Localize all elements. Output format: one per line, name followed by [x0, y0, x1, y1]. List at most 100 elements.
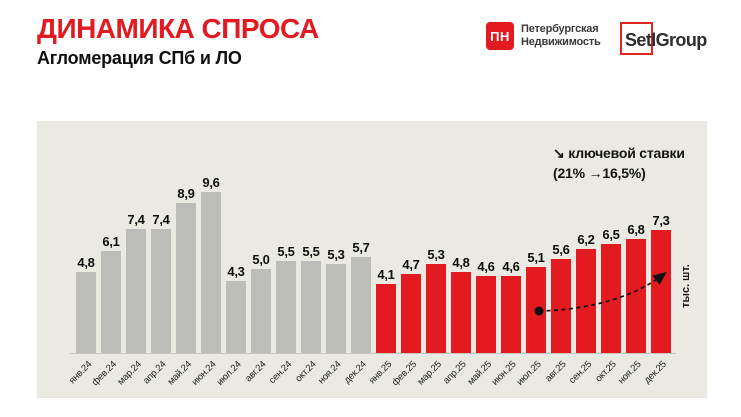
x-tick-label: дек.24: [341, 359, 369, 386]
bar-value-label: 4,1: [377, 267, 395, 282]
bar: [626, 239, 646, 353]
x-tick-label: авг.25: [543, 359, 569, 385]
x-tick-label: фев.25: [389, 359, 419, 389]
bar: [76, 272, 96, 353]
pn-logo-line2: Недвижимость: [521, 36, 601, 48]
x-tick-label: сен.25: [566, 359, 594, 387]
bar-group: 4,6 май.25: [465, 259, 496, 387]
bar: [151, 229, 171, 353]
bar-group: 7,3 дек.25: [642, 213, 671, 386]
bar: [351, 257, 371, 353]
x-tick-label: июн.25: [490, 359, 519, 388]
x-tick-label: июн.24: [190, 359, 219, 388]
bar-value-label: 6,8: [627, 222, 645, 237]
pn-logo: ПН Петербургская Недвижимость: [486, 22, 601, 50]
bar: [401, 274, 421, 353]
bar-value-label: 7,4: [127, 212, 145, 227]
bar-group: 5,3 мар.25: [415, 247, 446, 387]
bar: [201, 192, 221, 353]
bar-value-label: 4,7: [402, 257, 420, 272]
bar-group: 5,5 сен.24: [267, 244, 296, 386]
bar: [576, 249, 596, 353]
bar-group: 5,6 авг.25: [544, 242, 571, 384]
bar-value-label: 7,3: [652, 213, 670, 228]
bar-group: 6,8 ноя.25: [616, 222, 646, 386]
x-tick-label: янв.24: [66, 359, 94, 387]
key-rate-annotation: ↘ ключевой ставки (21% →16,5%): [553, 143, 685, 183]
x-axis-line: [70, 353, 676, 354]
bar-group: 4,7 фев.25: [390, 257, 421, 388]
x-tick-label: май.25: [465, 359, 494, 388]
pn-logo-line1: Петербургская: [521, 23, 599, 35]
bar-group: 7,4 апр.24: [141, 212, 171, 386]
x-tick-label: июл.25: [514, 359, 544, 388]
bar: [451, 272, 471, 353]
setl-logo-text: SetlGroup: [625, 30, 707, 50]
x-tick-label: май.24: [165, 359, 194, 388]
bar: [326, 264, 346, 353]
bar-value-label: 4,6: [477, 259, 495, 274]
pn-logo-text: Петербургская Недвижимость: [521, 23, 601, 49]
bar: [276, 261, 296, 353]
setl-square-icon: [620, 22, 653, 55]
bar-value-label: 5,5: [302, 244, 320, 259]
bar-group: 5,3 ноя.24: [316, 247, 346, 386]
bar-value-label: 5,6: [552, 242, 570, 257]
bar: [601, 244, 621, 353]
bar-group: 5,5 окт.24: [293, 244, 321, 384]
bar: [176, 203, 196, 353]
page-subtitle: Агломерация СПб и ЛО: [37, 48, 242, 68]
x-tick-label: янв.25: [366, 359, 394, 387]
x-tick-label: июл.24: [214, 359, 244, 388]
x-tick-label: фев.24: [89, 359, 119, 389]
bar-group: 4,8 янв.24: [67, 255, 96, 386]
x-tick-label: апр.24: [141, 359, 169, 387]
chart-panel: ↘ ключевой ставки (21% →16,5%) 4,8 янв.24…: [37, 121, 707, 398]
bar: [651, 230, 671, 353]
bar-value-label: 4,8: [77, 255, 95, 270]
x-tick-label: ноя.25: [616, 359, 644, 387]
bar-group: 4,6 июн.25: [490, 259, 521, 388]
bar-value-label: 5,7: [352, 240, 370, 255]
bar: [551, 259, 571, 353]
bar-group: 7,4 мар.24: [115, 212, 146, 387]
page-title: ДИНАМИКА СПРОСА: [37, 13, 319, 44]
bar-value-label: 6,5: [602, 227, 620, 242]
bar-value-label: 9,6: [202, 175, 220, 190]
bar-group: 4,3 июл.24: [215, 264, 246, 388]
bar: [251, 269, 271, 353]
bar-value-label: 4,6: [502, 259, 520, 274]
bar: [426, 264, 446, 353]
x-tick-label: окт.25: [593, 359, 619, 385]
pn-logo-icon: ПН: [486, 22, 514, 50]
bar-value-label: 6,2: [577, 232, 595, 247]
bar-value-label: 5,1: [527, 250, 545, 265]
bar-value-label: 4,3: [227, 264, 245, 279]
x-tick-label: мар.25: [415, 359, 444, 388]
x-tick-label: ноя.24: [316, 359, 344, 387]
bar-group: 6,2 сен.25: [567, 232, 596, 386]
y-axis-unit-label: тыс. шт.: [680, 264, 692, 308]
bars-row: 4,8 янв.24 6,1 фев.24 7,4 мар.24 7,4 апр.24 8,9 м…: [67, 121, 671, 388]
bar-group: 6,1 фев.24: [90, 234, 121, 388]
x-tick-label: сен.24: [266, 359, 294, 387]
bar-group: 4,8 апр.25: [441, 255, 471, 386]
bar-value-label: 5,5: [277, 244, 295, 259]
bar-value-label: 8,9: [177, 186, 195, 201]
bar: [501, 276, 521, 353]
bar-group: 8,9 май.24: [165, 186, 196, 387]
x-tick-label: мар.24: [115, 359, 144, 388]
bar-value-label: 4,8: [452, 255, 470, 270]
bar: [526, 267, 546, 353]
bar-value-label: 5,0: [252, 252, 270, 267]
bar-value-label: 6,1: [102, 234, 120, 249]
annotation-line1: ↘ ключевой ставки: [553, 145, 685, 161]
bar-group: 5,1 июл.25: [515, 250, 546, 388]
annotation-line2: (21% →16,5%): [553, 165, 646, 181]
bar-value-label: 5,3: [327, 247, 345, 262]
bar: [376, 284, 396, 353]
setl-group-logo: SetlGroup: [620, 22, 720, 56]
x-tick-label: авг.24: [243, 359, 269, 385]
bar: [101, 251, 121, 353]
